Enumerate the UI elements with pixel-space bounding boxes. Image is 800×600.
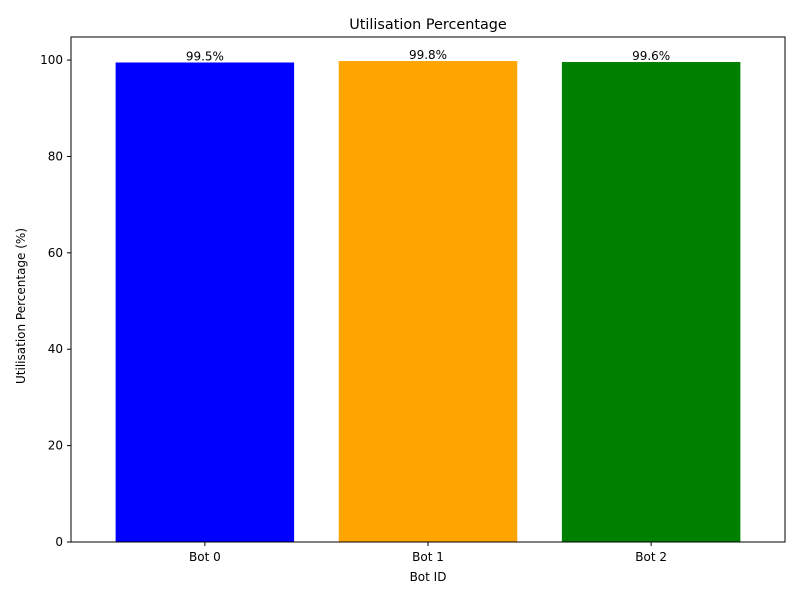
y-tick-label-3: 60 <box>48 246 63 260</box>
plot-frame <box>70 36 786 543</box>
y-tick-label-0: 0 <box>55 535 63 549</box>
x-tick-label-0: Bot 0 <box>189 550 221 564</box>
data-labels-layer: 99.5% 99.8% 99.6% <box>186 48 670 63</box>
data-label-0: 99.5% <box>186 49 224 63</box>
y-axis-label: Utilisation Percentage (%) <box>14 228 28 384</box>
chart-title: Utilisation Percentage <box>349 17 507 33</box>
y-axis: 0 20 40 60 80 100 <box>40 53 71 549</box>
x-axis: Bot 0 Bot 1 Bot 2 <box>189 542 667 564</box>
bar-1 <box>338 61 518 543</box>
bar-0 <box>115 62 295 542</box>
y-tick-label-2: 40 <box>48 342 63 356</box>
y-tick-label-1: 20 <box>48 439 63 453</box>
x-tick-label-2: Bot 2 <box>635 550 667 564</box>
y-tick-label-4: 80 <box>48 149 63 163</box>
x-axis-label: Bot ID <box>410 570 447 584</box>
data-label-2: 99.6% <box>632 49 670 63</box>
bar-2 <box>561 62 741 543</box>
bars-layer <box>115 61 741 543</box>
x-tick-label-1: Bot 1 <box>412 550 444 564</box>
data-label-1: 99.8% <box>409 48 447 62</box>
y-tick-label-5: 100 <box>40 53 63 67</box>
